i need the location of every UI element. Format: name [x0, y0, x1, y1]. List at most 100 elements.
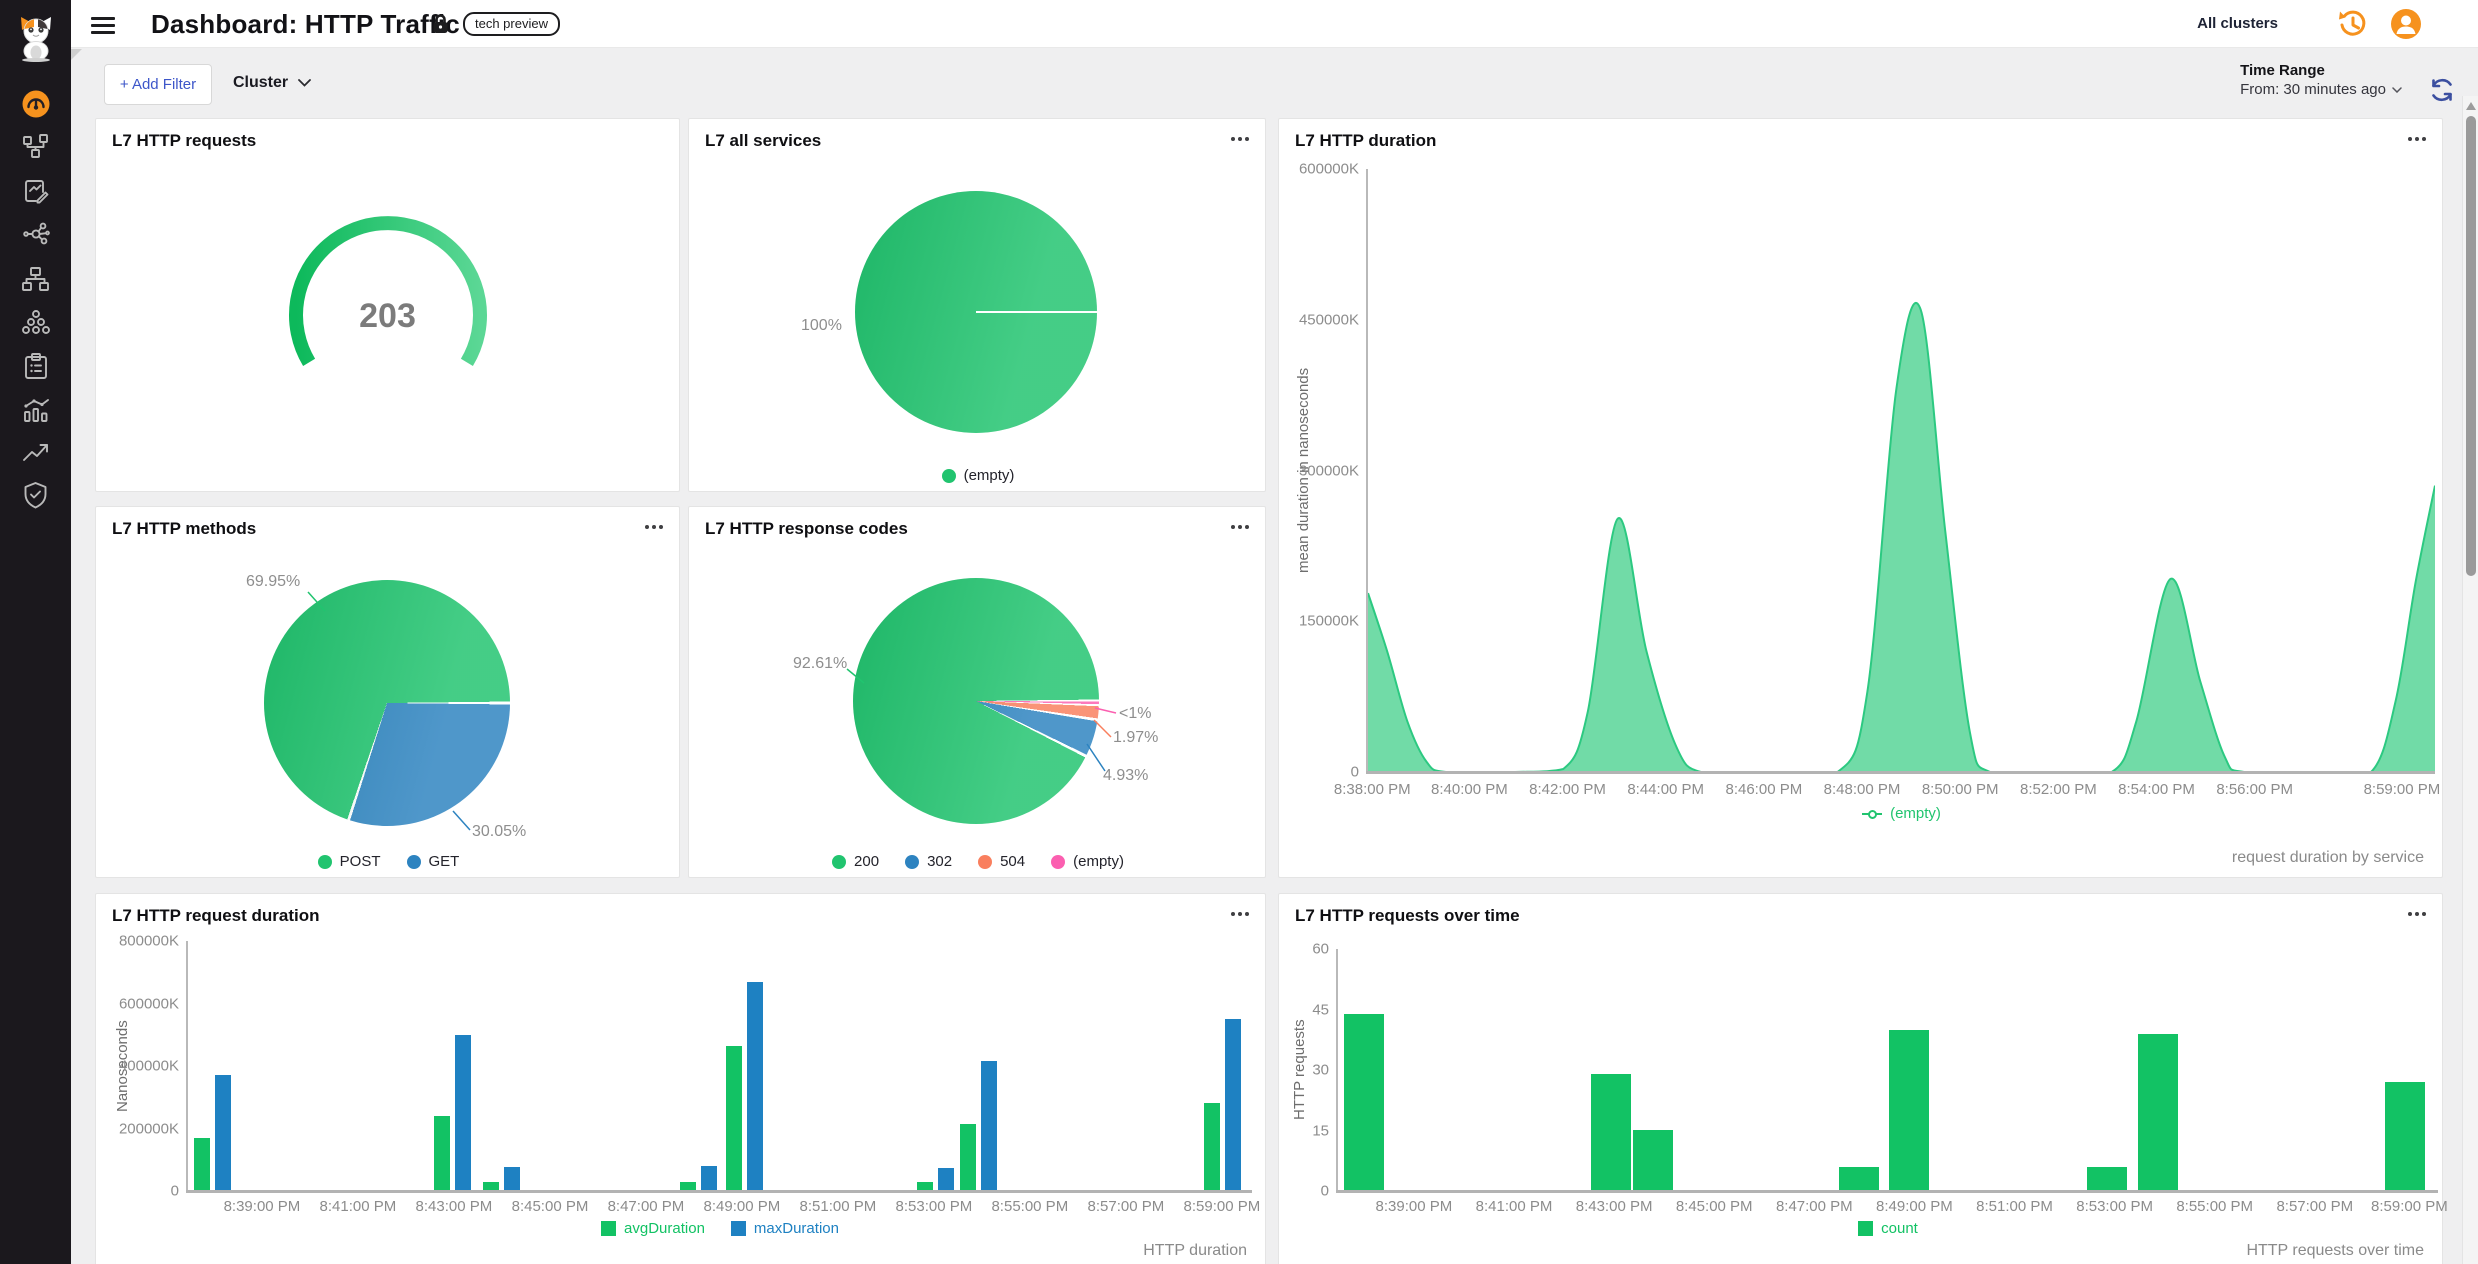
menu-icon[interactable] — [91, 13, 117, 35]
x-axis-tick: 8:49:00 PM — [703, 1198, 781, 1215]
legend-item[interactable]: POST — [317, 853, 381, 870]
bar-count[interactable] — [1590, 1074, 1631, 1191]
x-axis-tick: 8:56:00 PM — [2216, 781, 2294, 798]
panel-menu-icon[interactable] — [2408, 137, 2426, 141]
refresh-icon[interactable] — [2428, 76, 2456, 104]
bar-avgDuration[interactable] — [434, 1116, 451, 1191]
y-axis-line — [1336, 949, 1338, 1192]
x-axis-tick: 8:57:00 PM — [1087, 1198, 1165, 1215]
bar-maxDuration[interactable] — [938, 1168, 955, 1191]
user-avatar-icon[interactable] — [2390, 8, 2422, 40]
y-axis-tick: 450000K — [1298, 311, 1359, 329]
legend-item[interactable]: 504 — [978, 853, 1025, 870]
history-icon[interactable] — [2336, 8, 2368, 40]
cluster-filter-label: Cluster — [233, 74, 289, 91]
bar-avgDuration[interactable] — [193, 1138, 210, 1191]
bar-maxDuration[interactable] — [504, 1167, 521, 1191]
panel-menu-icon[interactable] — [1231, 912, 1249, 916]
y-axis-tick: 30 — [1312, 1061, 1329, 1079]
legend-item[interactable]: avgDuration — [601, 1220, 705, 1237]
cluster-filter-dropdown[interactable]: Cluster — [233, 74, 312, 92]
panel-menu-icon[interactable] — [645, 525, 663, 529]
bar-count[interactable] — [1888, 1030, 1929, 1191]
legend-item[interactable]: 200 — [832, 853, 879, 870]
pie-percentage-label: 100% — [801, 317, 842, 334]
chart-caption: request duration by service — [2231, 849, 2424, 866]
panel-l7-http-requests-over-time: L7 HTTP requests over time HTTP requests… — [1278, 893, 2448, 1264]
bar-avgDuration[interactable] — [680, 1182, 697, 1191]
sidebar-item-service-graph[interactable] — [0, 125, 71, 169]
legend-item[interactable]: (empty) — [1862, 805, 1941, 822]
legend-label: POST — [339, 853, 381, 870]
codes-pie-chart[interactable] — [853, 578, 1099, 824]
time-range-dropdown[interactable]: Time Range From: 30 minutes ago — [2240, 62, 2402, 98]
legend-item[interactable]: (empty) — [941, 467, 1014, 484]
bar-count[interactable] — [1632, 1130, 1673, 1191]
bar-avgDuration[interactable] — [917, 1182, 934, 1191]
sidebar-item-dashboard[interactable] — [0, 82, 71, 126]
sidebar-item-network-sets[interactable] — [0, 257, 71, 301]
service-graph-icon — [23, 134, 48, 158]
cluster-scope-label[interactable]: All clusters — [2197, 15, 2278, 32]
x-axis-tick: 8:39:00 PM — [223, 1198, 301, 1215]
sidebar-item-statistics[interactable] — [0, 388, 71, 432]
bar-count[interactable] — [1839, 1167, 1880, 1191]
x-axis-tick: 8:59:00 PM — [2371, 1198, 2448, 1215]
x-axis-line — [1336, 1190, 2438, 1193]
legend-label: (empty) — [1073, 853, 1124, 870]
panel-l7-http-request-duration: L7 HTTP request duration Nanoseconds 800… — [95, 893, 1266, 1264]
legend-item[interactable]: 302 — [905, 853, 952, 870]
pie-percentage-label: 69.95% — [246, 573, 301, 590]
bar-avgDuration[interactable] — [725, 1046, 742, 1191]
pie-percentage-label: 4.93% — [1103, 767, 1149, 784]
legend-label: 200 — [854, 853, 880, 870]
sidebar-item-policies[interactable] — [0, 169, 71, 213]
chevron-down-icon — [298, 79, 312, 87]
duration-area-chart[interactable] — [1368, 169, 2435, 772]
legend-item[interactable]: (empty) — [1051, 853, 1124, 870]
bar-count[interactable] — [2086, 1167, 2127, 1191]
sidebar-item-compliance[interactable] — [0, 344, 71, 388]
scrollbar-thumb[interactable] — [2466, 116, 2476, 576]
y-axis-tick: 0 — [1350, 763, 1359, 781]
calico-cat-logo[interactable] — [0, 10, 71, 66]
y-axis-tick: 0 — [1320, 1182, 1329, 1200]
chart-legend: count — [1338, 1220, 2438, 1237]
request-duration-bar-chart[interactable] — [188, 941, 1252, 1191]
bar-maxDuration[interactable] — [1224, 1019, 1241, 1191]
sidebar-item-trends[interactable] — [0, 430, 71, 474]
y-axis-tick: 600000K — [118, 995, 179, 1012]
panel-title: L7 HTTP duration — [1295, 131, 1437, 150]
sidebar-item-security[interactable] — [0, 473, 71, 517]
requests-over-time-bar-chart[interactable] — [1338, 949, 2438, 1191]
legend-item[interactable]: GET — [406, 853, 459, 870]
panel-menu-icon[interactable] — [2408, 912, 2426, 916]
bar-maxDuration[interactable] — [214, 1075, 231, 1191]
bar-avgDuration[interactable] — [960, 1124, 977, 1191]
bar-maxDuration[interactable] — [981, 1061, 998, 1191]
lock-icon — [431, 13, 450, 40]
scrollbar-up-arrow-icon[interactable] — [2466, 102, 2476, 110]
legend-item[interactable]: count — [1858, 1220, 1918, 1237]
panel-menu-icon[interactable] — [1231, 137, 1249, 141]
bar-count[interactable] — [2137, 1034, 2178, 1191]
sidebar-item-workloads[interactable] — [0, 300, 71, 344]
add-filter-button[interactable]: + Add Filter — [104, 64, 212, 105]
bar-avgDuration[interactable] — [483, 1182, 500, 1191]
vertical-scrollbar[interactable] — [2462, 96, 2478, 1264]
bar-maxDuration[interactable] — [455, 1035, 472, 1191]
sidebar-item-connections[interactable] — [0, 212, 71, 256]
bar-maxDuration[interactable] — [701, 1166, 718, 1191]
legend-item[interactable]: maxDuration — [730, 1220, 839, 1237]
y-axis-line — [1366, 169, 1368, 773]
bar-avgDuration[interactable] — [1203, 1103, 1220, 1191]
bar-count[interactable] — [2385, 1082, 2425, 1191]
panel-menu-icon[interactable] — [1231, 525, 1249, 529]
y-axis-tick: 800000K — [118, 932, 179, 950]
x-axis-tick: 8:59:00 PM — [2363, 781, 2441, 798]
bar-maxDuration[interactable] — [746, 982, 763, 1191]
panel-l7-http-requests: L7 HTTP requests 203 — [95, 118, 680, 492]
bar-count[interactable] — [1344, 1014, 1385, 1191]
methods-pie-chart[interactable] — [264, 580, 510, 826]
pie-percentage-label: 30.05% — [472, 823, 527, 840]
